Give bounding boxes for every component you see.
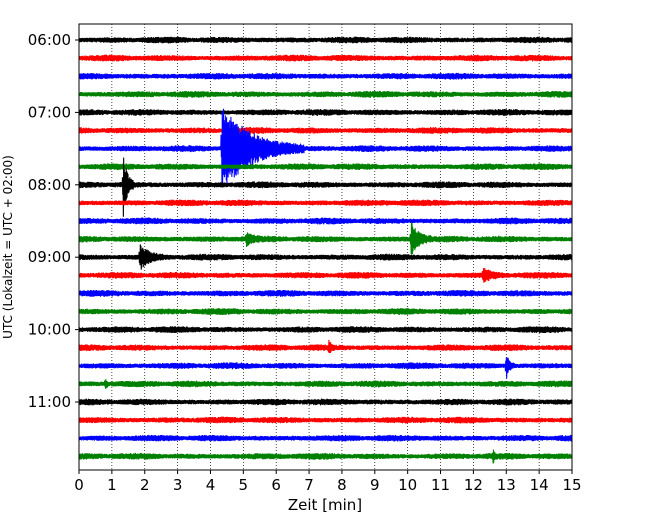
plot-frame (78, 23, 573, 471)
grid-lines (111, 24, 540, 470)
x-tick-label: 8 (337, 476, 347, 494)
trace-1145 (78, 449, 573, 464)
trace-0915 (78, 268, 573, 283)
y-tick-label: 11:00 (28, 393, 71, 411)
y-axis-label: UTC (Lokalzeit = UTC + 02:00) (1, 155, 15, 339)
trace-0630 (78, 72, 573, 80)
trace-0715 (78, 127, 573, 134)
y-tick-label: 06:00 (28, 31, 71, 49)
trace-0945 (78, 308, 573, 316)
trace-1130 (78, 434, 573, 442)
x-tick-label: 0 (74, 476, 84, 494)
x-tick-label: 9 (370, 476, 380, 494)
y-axis: 06:00 07:00 08:00 09:00 10:00 11:00 (28, 31, 79, 411)
trace-1115 (78, 416, 573, 424)
trace-0600 (78, 36, 573, 44)
x-tick-label: 7 (304, 476, 314, 494)
trace-0815 (78, 199, 573, 207)
trace-1030 (78, 357, 573, 379)
x-tick-label: 1 (107, 476, 117, 494)
trace-1045 (78, 379, 573, 389)
x-tick-label: 5 (239, 476, 249, 494)
trace-0900 (78, 244, 573, 270)
x-tick-label: 11 (431, 476, 450, 494)
trace-0700 (78, 108, 573, 116)
trace-0930 (78, 289, 573, 297)
x-tick-label: 3 (173, 476, 183, 494)
trace-0800 (78, 157, 573, 217)
x-tick-label: 2 (140, 476, 150, 494)
y-tick-label: 10:00 (28, 321, 71, 339)
trace-1000 (78, 326, 573, 334)
x-axis-label: Zeit [min] (288, 496, 362, 514)
x-tick-label: 6 (271, 476, 281, 494)
y-tick-label: 07:00 (28, 103, 71, 121)
trace-0615 (78, 54, 573, 62)
y-tick-label: 09:00 (28, 248, 71, 266)
x-tick-label: 15 (562, 476, 581, 494)
x-tick-label: 4 (206, 476, 216, 494)
trace-0845 (78, 222, 573, 255)
trace-1015 (78, 339, 573, 353)
trace-0745 (78, 163, 573, 171)
x-axis: 0 1 2 3 4 5 6 7 8 9 10 11 12 13 14 15 (74, 470, 582, 494)
trace-1100 (78, 398, 573, 406)
x-tick-label: 14 (530, 476, 549, 494)
x-tick-label: 12 (464, 476, 483, 494)
trace-0830 (78, 217, 573, 225)
y-tick-label: 08:00 (28, 176, 71, 194)
x-tick-label: 13 (497, 476, 516, 494)
trace-0730 (78, 108, 573, 188)
trace-group (78, 36, 573, 464)
trace-0645 (78, 90, 573, 98)
x-tick-label: 10 (398, 476, 417, 494)
